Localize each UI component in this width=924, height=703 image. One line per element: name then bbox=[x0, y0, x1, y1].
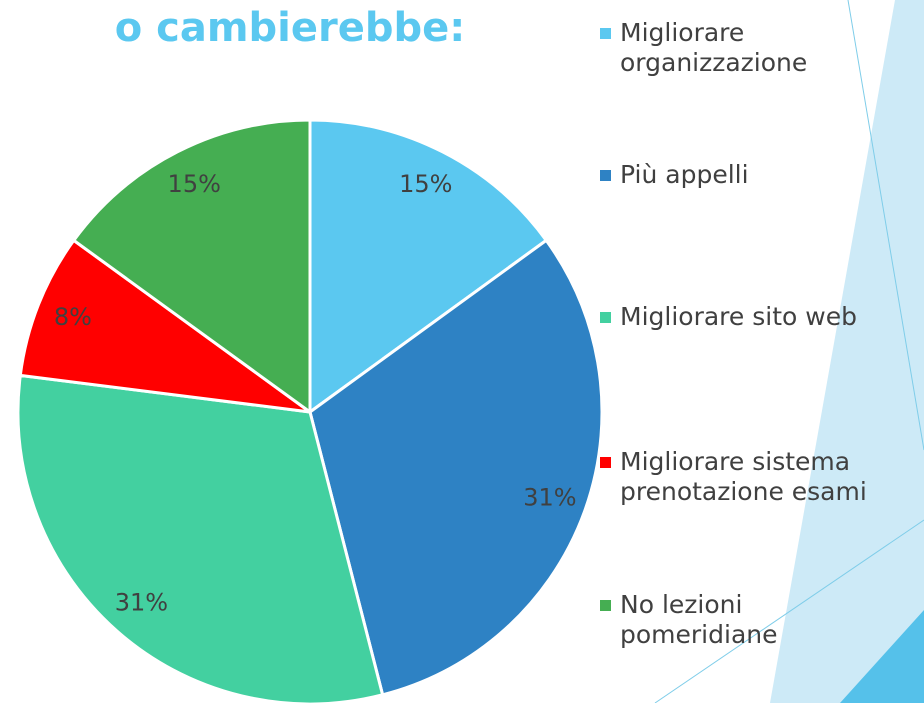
pie: 15% 31% 31% 8% 15% bbox=[16, 118, 604, 703]
legend-entry: Migliorare organizzazione bbox=[598, 18, 813, 78]
data-label: 15% bbox=[399, 170, 452, 198]
legend-entry: Migliorare sistema prenotazione esami bbox=[598, 447, 888, 507]
data-label: 31% bbox=[115, 588, 168, 616]
legend-label: Migliorare sito web bbox=[620, 302, 857, 331]
legend-swatch bbox=[600, 600, 611, 611]
bg-line bbox=[847, 0, 924, 451]
pie-slice bbox=[71, 118, 312, 415]
legend-swatch bbox=[600, 170, 611, 181]
legend-entry: Più appelli bbox=[598, 160, 898, 190]
legend-label: No lezioni pomeridiane bbox=[620, 590, 778, 649]
legend-label: Più appelli bbox=[620, 160, 749, 189]
data-label: 15% bbox=[168, 170, 221, 198]
bg-line bbox=[654, 519, 924, 703]
legend-swatch bbox=[600, 28, 611, 39]
pie-slice bbox=[18, 238, 311, 414]
pie-slice bbox=[308, 118, 549, 415]
legend-label: Migliorare organizzazione bbox=[620, 18, 808, 77]
chart-title: o cambierebbe: bbox=[114, 5, 466, 51]
data-label: 8% bbox=[54, 303, 92, 331]
legend: Migliorare organizzazione Più appelli Migl… bbox=[598, 0, 918, 703]
pie-slice bbox=[16, 373, 385, 703]
bg-shape bbox=[770, 0, 924, 703]
bg-shape bbox=[840, 610, 924, 703]
legend-swatch bbox=[600, 457, 611, 468]
legend-entry: Migliorare sito web bbox=[598, 302, 898, 332]
legend-label: Migliorare sistema prenotazione esami bbox=[620, 447, 867, 506]
legend-swatch bbox=[600, 312, 611, 323]
pie-slice bbox=[308, 238, 604, 697]
data-label: 31% bbox=[523, 483, 576, 511]
legend-entry: No lezioni pomeridiane bbox=[598, 590, 813, 650]
